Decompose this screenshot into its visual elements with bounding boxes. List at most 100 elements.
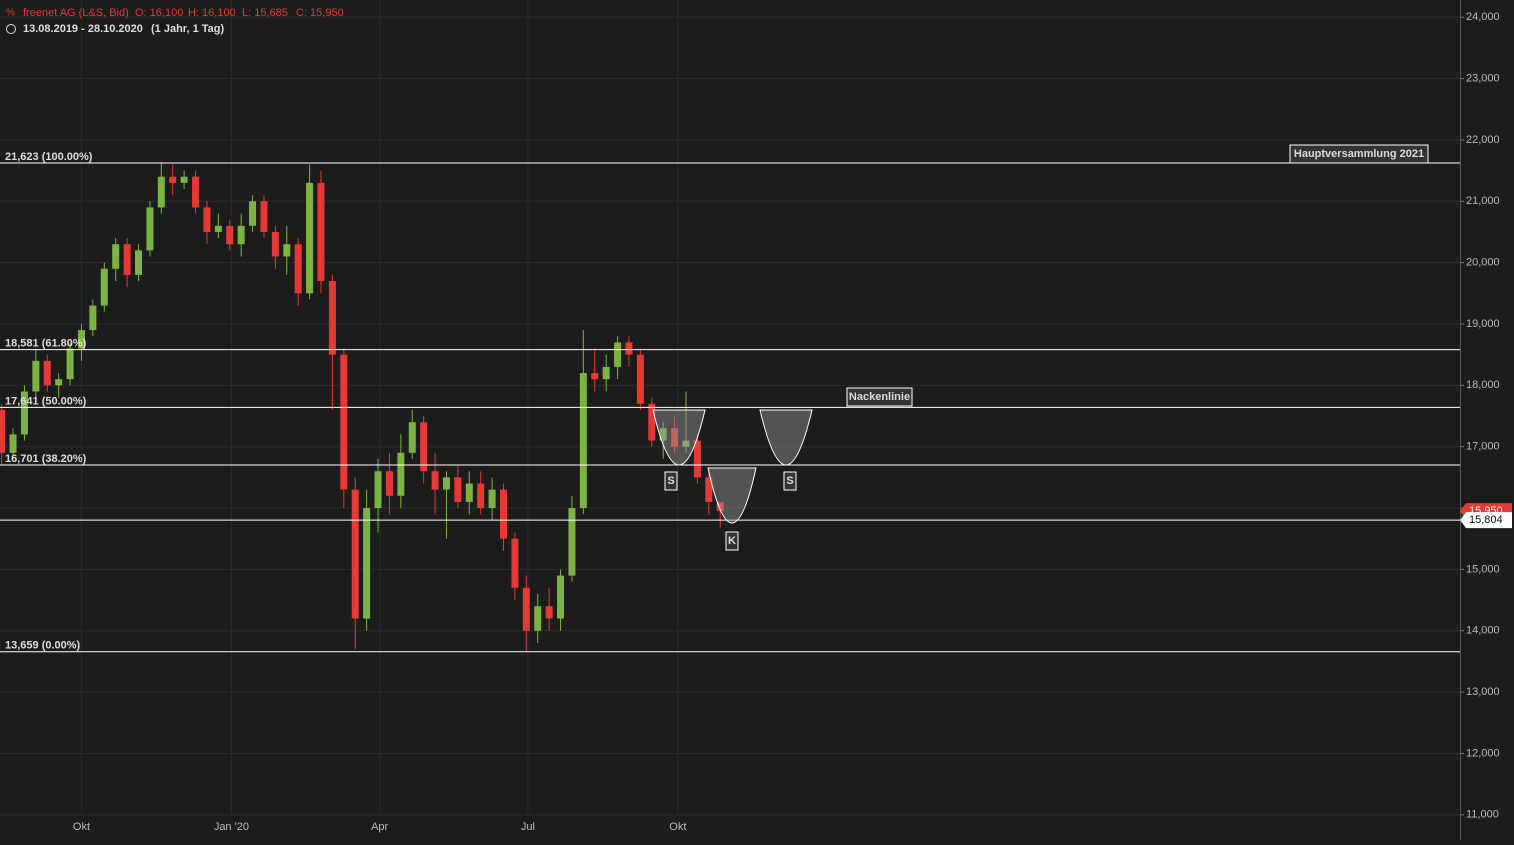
candle-body xyxy=(226,225,234,245)
pattern-label: S xyxy=(667,475,674,487)
y-tick-label: 12,000 xyxy=(1466,747,1500,759)
pattern-cup xyxy=(652,409,706,466)
clock-icon xyxy=(6,24,16,34)
y-tick-label: 21,000 xyxy=(1466,195,1500,207)
candle-body xyxy=(534,606,542,631)
ohlc-open: O: 16,100 xyxy=(135,7,183,19)
candle-body xyxy=(579,373,587,509)
ohlc-low: L: 15,685 xyxy=(242,7,288,19)
candle-body xyxy=(648,403,656,441)
candle-body xyxy=(328,281,336,355)
y-tick-label: 23,000 xyxy=(1466,72,1500,84)
pattern-label: K xyxy=(728,535,736,547)
candle-body xyxy=(317,182,325,282)
y-tick-label: 17,000 xyxy=(1466,441,1500,453)
candle-body xyxy=(135,250,143,275)
candle-body xyxy=(157,176,165,208)
candle-body xyxy=(477,483,485,509)
candle-body xyxy=(283,244,291,257)
plot xyxy=(0,163,724,652)
candle-body xyxy=(488,489,496,509)
candle-body xyxy=(89,305,97,331)
candle-body xyxy=(420,422,428,472)
candle-body xyxy=(20,391,28,435)
candle-body xyxy=(123,244,131,275)
x-tick-label: Jul xyxy=(521,821,535,833)
candle-body xyxy=(454,477,462,502)
price-tag-label: 15,804 xyxy=(1469,514,1503,526)
candle-body xyxy=(237,225,245,245)
y-tick-label: 18,000 xyxy=(1466,379,1500,391)
y-tick-label: 22,000 xyxy=(1466,134,1500,146)
candle-body xyxy=(385,471,393,496)
candle-body xyxy=(180,176,188,183)
candle-body xyxy=(249,201,257,226)
x-tick-label: Okt xyxy=(73,821,90,833)
candle-body xyxy=(602,366,610,380)
candle-body xyxy=(112,244,120,269)
date-range: 13.08.2019 - 28.10.2020 xyxy=(23,23,143,35)
y-tick-label: 19,000 xyxy=(1466,318,1500,330)
candle-body xyxy=(294,244,302,294)
candle-body xyxy=(0,409,6,453)
annotation: Nackenlinie xyxy=(849,391,910,403)
fib-label: 21,623 (100.00%) xyxy=(5,151,93,163)
y-tick-label: 20,000 xyxy=(1466,257,1500,269)
x-tick-label: Jan '20 xyxy=(214,821,249,833)
candle-body xyxy=(545,606,553,619)
candle-body xyxy=(625,342,633,355)
candle-body xyxy=(442,477,450,490)
pattern-label-box xyxy=(664,471,678,491)
candle-body xyxy=(351,489,359,619)
candle-body xyxy=(271,231,279,257)
annotation-box xyxy=(1289,144,1429,164)
candle-body xyxy=(203,207,211,232)
pattern-label: S xyxy=(786,475,793,487)
fib-label: 16,701 (38.20%) xyxy=(5,453,87,465)
fib-label: 18,581 (61.80%) xyxy=(5,338,87,350)
candle-body xyxy=(682,440,690,447)
candle-body xyxy=(55,379,63,386)
candle-body xyxy=(568,508,576,576)
candle-body xyxy=(32,360,40,392)
period: (1 Jahr, 1 Tag) xyxy=(151,23,224,35)
candle-body xyxy=(591,373,599,380)
y-tick-label: 15,000 xyxy=(1466,563,1500,575)
candle-body xyxy=(465,483,473,502)
candle-body xyxy=(214,225,222,232)
pattern-label-box xyxy=(783,471,797,491)
annotation-box xyxy=(846,387,913,407)
candle-body xyxy=(511,538,519,588)
y-tick-label: 14,000 xyxy=(1466,625,1500,637)
price-tag xyxy=(1460,512,1512,529)
candle-body xyxy=(169,176,177,183)
pattern-label-box xyxy=(725,531,739,551)
candle-body xyxy=(557,575,565,619)
overlay: 21,623 (100.00%) 18,581 (61.80%) 17,641 (5… xyxy=(0,144,1512,653)
candle-body xyxy=(636,354,644,404)
fib-label: 13,659 (0.00%) xyxy=(5,640,81,652)
candle-body xyxy=(408,422,416,453)
candle-body xyxy=(146,207,154,251)
header-icon: % xyxy=(6,8,15,19)
y-tick-label: 24,000 xyxy=(1466,11,1500,23)
annotation: Hauptversammlung 2021 xyxy=(1294,148,1424,160)
candle-body xyxy=(374,471,382,509)
candle-body xyxy=(659,428,667,441)
x-tick-label: Okt xyxy=(669,821,686,833)
x-tick-label: Apr xyxy=(371,821,388,833)
instrument: freenet AG (L&S, Bid) xyxy=(23,7,129,19)
candle-body xyxy=(671,428,679,447)
y-tick-label: 11,000 xyxy=(1466,809,1499,821)
ohlc-close: C: 15,950 xyxy=(296,7,344,19)
candle-body xyxy=(43,360,51,386)
candle-body xyxy=(522,587,530,631)
candle-body xyxy=(9,434,17,453)
y-tick-label: 13,000 xyxy=(1466,686,1500,698)
candle-body xyxy=(693,440,701,478)
candle-body xyxy=(705,477,713,502)
candle-body xyxy=(363,508,371,619)
header: % freenet AG (L&S, Bid) O: 16,100 H: 16,… xyxy=(6,7,344,35)
candle-body xyxy=(397,452,405,496)
